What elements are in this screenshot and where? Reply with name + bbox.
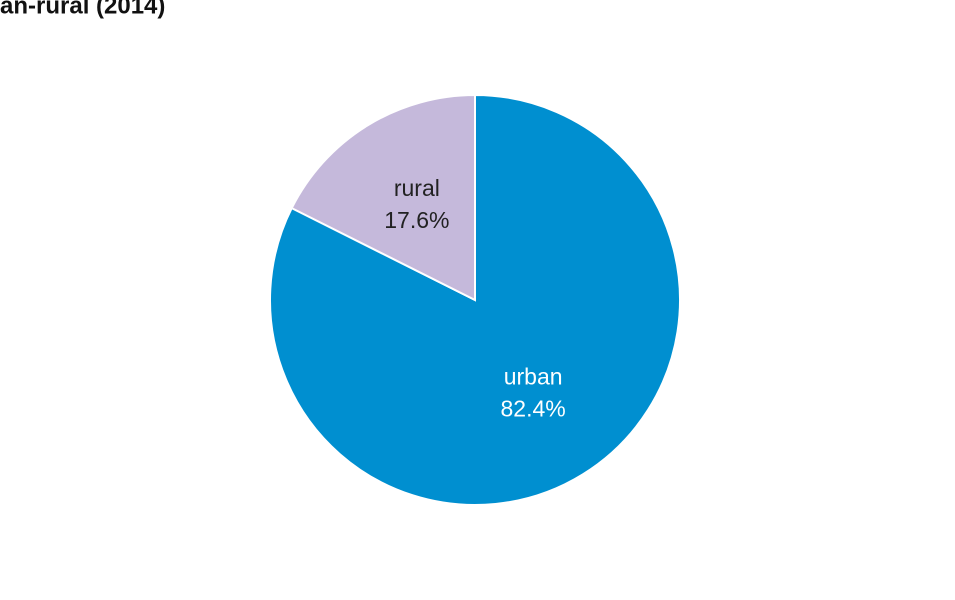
pie-slice	[290, 93, 476, 302]
slice-label: urban	[504, 363, 563, 389]
slice-value-label: 17.6%	[384, 207, 449, 233]
chart-title: an-rural (2014)	[0, 0, 165, 19]
slice-value-label: 82.4%	[501, 395, 566, 421]
slice-label: rural	[394, 175, 440, 201]
